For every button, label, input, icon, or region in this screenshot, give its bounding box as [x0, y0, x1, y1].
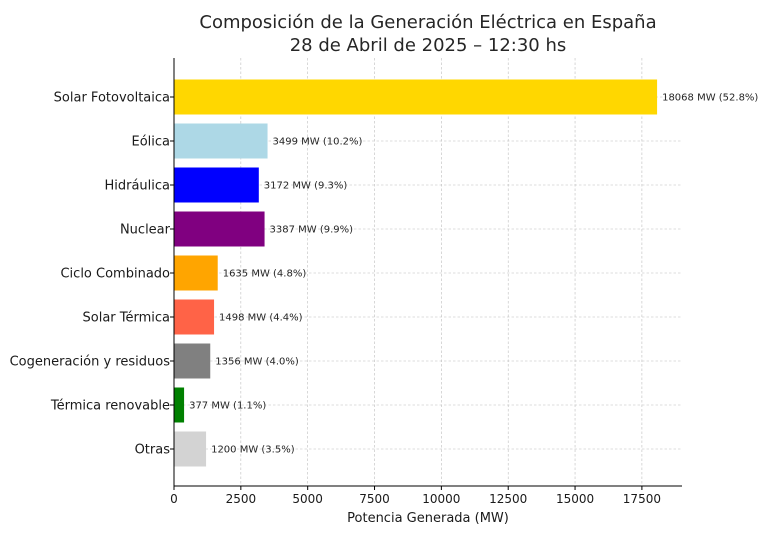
category-label: Eólica	[131, 135, 170, 150]
bar-data-label: 3499 MW (10.2%)	[273, 137, 363, 148]
bar-data-label: 377 MW (1.1%)	[189, 401, 266, 412]
bar	[174, 431, 207, 467]
x-tick-label: 17500	[623, 492, 661, 506]
chart-title-line-2: 28 de Abril de 2025 – 12:30 hs	[290, 35, 567, 56]
bar-data-label: 1200 MW (3.5%)	[211, 445, 295, 456]
bar-data-label: 18068 MW (52.8%)	[662, 93, 758, 104]
category-label: Hidráulica	[104, 179, 170, 194]
bar-data-label: 1498 MW (4.4%)	[219, 313, 303, 324]
bar	[174, 343, 211, 379]
bar	[174, 79, 658, 115]
category-label: Solar Térmica	[83, 311, 171, 326]
x-tick-label: 0	[170, 492, 178, 506]
bar-data-label: 3172 MW (9.3%)	[264, 181, 348, 192]
x-tick-label: 2500	[226, 492, 257, 506]
x-tick-label: 12500	[489, 492, 527, 506]
bar	[174, 211, 265, 247]
bar	[174, 255, 218, 291]
x-axis-ticks: 0 2500 5000 7500 10000 12500 15000 17500	[170, 486, 661, 506]
category-label: Ciclo Combinado	[60, 267, 170, 282]
bar	[174, 123, 268, 159]
x-tick-label: 10000	[422, 492, 460, 506]
bar	[174, 387, 185, 423]
x-axis-label: Potencia Generada (MW)	[347, 511, 509, 526]
x-tick-label: 7500	[359, 492, 390, 506]
bars	[174, 79, 658, 467]
x-tick-label: 5000	[292, 492, 323, 506]
category-label: Otras	[135, 443, 171, 458]
bar-data-label: 1356 MW (4.0%)	[215, 357, 299, 368]
bar	[174, 299, 215, 335]
bar	[174, 167, 259, 203]
bar-data-label: 3387 MW (9.9%)	[270, 225, 354, 236]
category-label: Térmica renovable	[50, 399, 170, 414]
x-tick-label: 15000	[556, 492, 594, 506]
category-label: Cogeneración y residuos	[10, 355, 171, 370]
data-labels: 18068 MW (52.8%) 3499 MW (10.2%) 3172 MW (…	[189, 93, 758, 456]
category-label: Nuclear	[120, 223, 171, 238]
bar-data-label: 1635 MW (4.8%)	[223, 269, 307, 280]
category-label: Solar Fotovoltaica	[54, 91, 170, 106]
category-labels: Solar Fotovoltaica Eólica Hidráulica Nuclea…	[10, 91, 174, 458]
chart-title-line-1: Composición de la Generación Eléctrica e…	[199, 12, 656, 33]
